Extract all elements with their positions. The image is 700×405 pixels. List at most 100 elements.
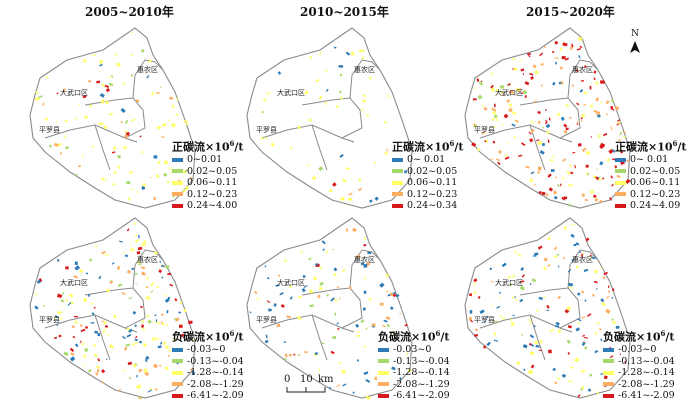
carbon-flow-patch <box>519 280 525 283</box>
study-area-outline <box>29 27 196 209</box>
carbon-flow-patch <box>591 256 596 260</box>
carbon-flow-patch <box>333 46 337 49</box>
carbon-flow-patch <box>612 158 616 161</box>
carbon-flow-patch <box>324 101 327 105</box>
district-border <box>84 97 146 139</box>
carbon-flow-patch <box>501 262 507 268</box>
carbon-flow-patch <box>507 275 512 280</box>
carbon-flow-patch <box>154 314 157 316</box>
district-label-huairou: 惠农区 <box>354 65 375 74</box>
district-border <box>311 124 328 171</box>
legend-item: 0.06~0.11 <box>392 177 464 189</box>
carbon-flow-patch <box>319 281 324 286</box>
carbon-flow-patch <box>123 81 126 86</box>
carbon-flow-patch <box>308 257 312 261</box>
carbon-flow-patch <box>266 300 271 304</box>
carbon-flow-patch <box>318 368 321 372</box>
carbon-flow-patch <box>473 291 477 295</box>
carbon-flow-patch <box>83 354 87 358</box>
carbon-flow-patch <box>611 98 614 103</box>
carbon-flow-patch <box>493 114 498 119</box>
legend-swatch <box>172 169 183 174</box>
carbon-flow-patch <box>490 280 494 283</box>
carbon-flow-patch <box>339 297 341 300</box>
carbon-flow-patch <box>582 334 586 338</box>
district-border <box>301 97 363 139</box>
carbon-flow-patch <box>391 366 396 371</box>
carbon-flow-patch <box>103 320 107 325</box>
carbon-flow-patch <box>128 328 133 333</box>
carbon-flow-patch <box>94 245 98 248</box>
carbon-flow-patch <box>534 183 536 186</box>
carbon-flow-patch <box>358 188 363 191</box>
carbon-flow-patch <box>122 335 126 340</box>
carbon-flow-patch <box>136 374 138 378</box>
district-label-pingluo: 平罗县 <box>474 126 495 134</box>
carbon-flow-patch <box>87 293 91 298</box>
carbon-flow-patch <box>147 389 152 393</box>
carbon-flow-patch <box>555 61 558 65</box>
carbon-flow-patch <box>284 358 287 361</box>
carbon-flow-patch <box>602 132 608 137</box>
carbon-flow-patch <box>34 97 40 101</box>
carbon-flow-patch <box>141 320 144 323</box>
carbon-flow-patch <box>93 306 96 309</box>
carbon-flow-patch <box>363 244 367 247</box>
carbon-flow-patch <box>150 282 155 287</box>
carbon-flow-patch <box>120 107 126 114</box>
carbon-flow-patch <box>164 345 170 350</box>
carbon-flow-patch <box>584 65 587 68</box>
carbon-flow-patch <box>561 56 566 60</box>
legend-swatch <box>172 192 183 197</box>
carbon-flow-patch <box>386 323 391 328</box>
carbon-flow-patch <box>559 47 563 52</box>
carbon-flow-patch <box>471 142 477 147</box>
legend-item: 0.12~0.23 <box>172 189 244 201</box>
carbon-flow-patch <box>321 342 325 345</box>
carbon-flow-patch <box>317 294 321 299</box>
carbon-flow-patch <box>569 164 573 168</box>
carbon-flow-patch <box>62 88 67 92</box>
carbon-flow-patch <box>145 355 150 360</box>
scale-tick-0: 0 <box>284 374 291 385</box>
carbon-flow-patch <box>537 245 543 250</box>
carbon-flow-patch <box>164 294 167 296</box>
carbon-flow-patch <box>42 102 45 106</box>
carbon-flow-patch <box>383 319 388 323</box>
carbon-flow-patch <box>589 254 592 257</box>
carbon-flow-patch <box>73 315 79 318</box>
carbon-flow-patch <box>473 282 476 286</box>
legend-swatch <box>172 347 183 352</box>
carbon-flow-patch <box>84 347 89 353</box>
carbon-flow-patch <box>99 63 103 67</box>
carbon-flow-patch <box>315 263 319 266</box>
carbon-flow-patch <box>556 377 561 380</box>
carbon-flow-patch <box>517 253 522 257</box>
carbon-flow-patch <box>88 258 93 262</box>
carbon-flow-patch <box>559 183 562 187</box>
carbon-flow-patch <box>104 325 109 328</box>
carbon-flow-patch <box>161 136 165 139</box>
district-label-pingluo: 平罗县 <box>39 316 60 324</box>
legend-item: -0.13~-0.04 <box>378 356 450 368</box>
carbon-flow-patch <box>101 177 106 181</box>
carbon-flow-patch <box>529 351 535 356</box>
carbon-flow-patch <box>330 350 335 355</box>
district-border <box>94 314 111 361</box>
carbon-flow-patch <box>352 391 355 394</box>
scale-bar-line <box>286 387 326 393</box>
carbon-flow-patch <box>529 178 533 183</box>
carbon-flow-patch <box>589 85 592 90</box>
carbon-flow-patch <box>190 368 193 372</box>
carbon-flow-patch <box>469 310 473 314</box>
carbon-flow-patch <box>74 173 78 176</box>
carbon-flow-patch <box>579 251 582 253</box>
carbon-flow-patch <box>356 359 360 362</box>
carbon-flow-patch <box>581 148 585 153</box>
carbon-flow-patch <box>132 363 137 368</box>
carbon-flow-patch <box>92 54 96 57</box>
carbon-flow-patch <box>528 370 533 374</box>
carbon-flow-patch <box>136 191 139 194</box>
legend-item: -2.08~-1.29 <box>172 379 244 391</box>
carbon-flow-patch <box>144 371 150 377</box>
